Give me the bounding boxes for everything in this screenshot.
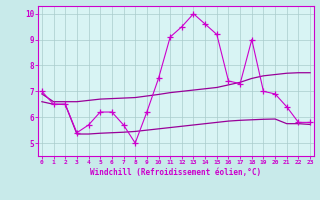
X-axis label: Windchill (Refroidissement éolien,°C): Windchill (Refroidissement éolien,°C) [91,168,261,177]
